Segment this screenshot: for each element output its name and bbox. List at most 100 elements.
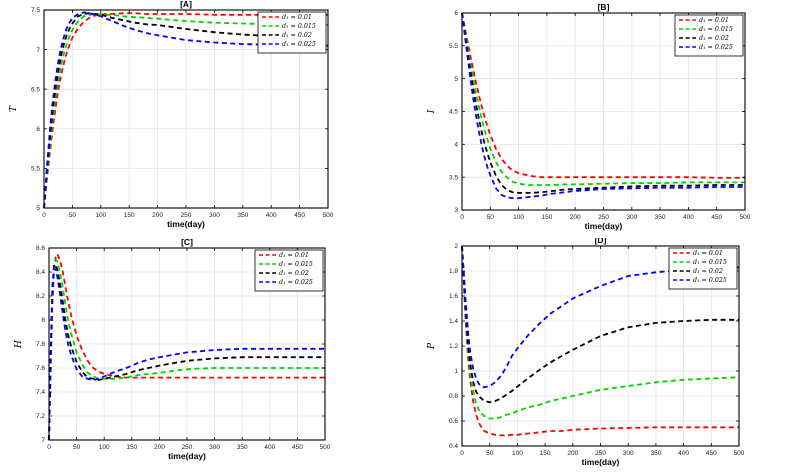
svg-text:350: 350: [237, 444, 248, 451]
legend-entry-label: d₁ = 0.025: [282, 41, 316, 48]
legend-entry-label: d₁ = 0.015: [699, 26, 733, 33]
series-line-0: [461, 245, 739, 437]
svg-text:0.6: 0.6: [449, 418, 458, 425]
series-line-0: [461, 12, 745, 179]
series-line-2: [43, 12, 328, 209]
y-tick-labels: 0.4 0.6 0.8 1 1.2 1.4 1.6 1.8 2: [449, 243, 458, 450]
tick-marks: [461, 245, 740, 447]
subplot-a: 0 50 100 150 200 250 300 350 400 450 500 5 5.5 6 6.5 7 7…: [0, 0, 398, 237]
chart-A: 0 50 100 150 200 250 300 350 400 450 500 5 5.5 6 6.5 7 7…: [9, 0, 334, 229]
svg-text:200: 200: [154, 444, 165, 451]
svg-text:300: 300: [626, 214, 637, 221]
svg-text:500: 500: [323, 212, 334, 219]
svg-text:200: 200: [152, 212, 163, 219]
svg-text:350: 350: [237, 212, 248, 219]
svg-text:100: 100: [99, 444, 110, 451]
svg-text:6: 6: [454, 10, 458, 17]
svg-text:0: 0: [47, 444, 51, 451]
svg-text:7.4: 7.4: [36, 389, 45, 396]
legend: d₁ = 0.01 d₁ = 0.015 d₁ = 0.02 d₁ = 0.025: [668, 247, 738, 290]
legend-entry-label: d₁ = 0.01: [279, 252, 309, 259]
x-axis-label: time(day): [168, 451, 206, 461]
svg-text:150: 150: [540, 450, 551, 457]
legend-box: [674, 14, 744, 57]
chart-title: [C]: [181, 238, 193, 247]
svg-text:400: 400: [266, 212, 277, 219]
legend: d₁ = 0.01 d₁ = 0.015 d₁ = 0.02 d₁ = 0.025: [257, 11, 327, 54]
svg-text:50: 50: [73, 444, 81, 451]
svg-text:7.2: 7.2: [36, 413, 45, 420]
tick-marks: [48, 247, 326, 441]
legend: d₁ = 0.01 d₁ = 0.015 d₁ = 0.02 d₁ = 0.025: [674, 14, 744, 57]
x-tick-labels: 0 50 100 150 200 250 300 350 400 450 500: [460, 214, 751, 221]
svg-text:1.8: 1.8: [449, 268, 458, 275]
chart-title: [A]: [180, 0, 192, 9]
y-axis-label: H: [14, 340, 24, 349]
svg-text:400: 400: [264, 444, 275, 451]
chart-D: 0 50 100 150 200 250 300 350 400 450 500 0.4 0.6 0.8 1…: [427, 238, 745, 467]
x-axis-label: time(day): [582, 457, 620, 467]
svg-text:8.6: 8.6: [36, 245, 45, 252]
y-tick-labels: 5 5.5 6 6.5 7 7.5: [31, 7, 40, 212]
svg-text:50: 50: [69, 212, 77, 219]
svg-text:400: 400: [678, 450, 689, 457]
series-line-3: [461, 12, 745, 200]
y-tick-labels: 3 3.5 4 4.5 5 5.5 6: [449, 10, 458, 214]
series-line-1: [48, 259, 325, 441]
chart-B: 0 50 100 150 200 250 300 350 400 450 500 3 3.5 4 4.5 5 5…: [427, 2, 751, 231]
subplot-b: 0 50 100 150 200 250 300 350 400 450 500 3 3.5 4 4.5 5 5…: [399, 0, 797, 237]
series-line-3: [461, 245, 740, 389]
svg-text:0.8: 0.8: [449, 393, 458, 400]
chart-title: [D]: [595, 238, 607, 245]
legend-entry-label: d₁ = 0.02: [693, 268, 723, 275]
svg-text:1.6: 1.6: [449, 293, 458, 300]
svg-text:450: 450: [292, 444, 303, 451]
svg-text:8.4: 8.4: [36, 269, 45, 276]
legend-entry-label: d₁ = 0.025: [693, 277, 727, 284]
legend-entry-label: d₁ = 0.015: [279, 261, 313, 268]
svg-text:50: 50: [486, 450, 494, 457]
svg-text:5: 5: [454, 76, 458, 83]
svg-text:250: 250: [598, 214, 609, 221]
svg-text:7: 7: [41, 437, 45, 444]
legend: d₁ = 0.01 d₁ = 0.015 d₁ = 0.02 d₁ = 0.025: [254, 249, 324, 292]
svg-text:8.2: 8.2: [36, 293, 45, 300]
svg-text:100: 100: [513, 214, 524, 221]
svg-text:350: 350: [655, 214, 666, 221]
svg-text:0.4: 0.4: [449, 443, 458, 450]
svg-text:300: 300: [623, 450, 634, 457]
svg-text:3.5: 3.5: [449, 174, 458, 181]
x-axis-label: time(day): [585, 221, 623, 231]
legend-entry-label: d₁ = 0.01: [699, 17, 729, 24]
svg-text:0: 0: [460, 214, 464, 221]
legend-entry-label: d₁ = 0.015: [282, 23, 316, 30]
legend-entry-label: d₁ = 0.025: [279, 279, 313, 286]
x-tick-labels: 0 50 100 150 200 250 300 350 400 450 500: [460, 450, 745, 457]
svg-text:150: 150: [124, 212, 135, 219]
svg-text:3: 3: [454, 207, 458, 214]
x-tick-labels: 0 50 100 150 200 250 300 350 400 450 500: [42, 212, 334, 219]
chart-C: 0 50 100 150 200 250 300 350 400 450 500 7 7.2 7.4 7.6…: [14, 238, 331, 461]
tick-marks: [43, 9, 329, 209]
series-line-1: [461, 245, 740, 420]
svg-text:7.6: 7.6: [36, 365, 45, 372]
svg-text:350: 350: [650, 450, 661, 457]
svg-text:200: 200: [567, 450, 578, 457]
legend-entry-label: d₁ = 0.01: [282, 14, 312, 21]
svg-text:100: 100: [512, 450, 523, 457]
svg-text:7.5: 7.5: [31, 7, 40, 14]
svg-text:400: 400: [683, 214, 694, 221]
legend-box: [257, 11, 327, 54]
series-line-2: [48, 263, 325, 441]
legend-entry-label: d₁ = 0.015: [693, 259, 727, 266]
y-axis-label: T: [9, 105, 19, 112]
svg-text:7: 7: [36, 47, 40, 54]
y-tick-labels: 7 7.2 7.4 7.6 7.8 8 8.2 8.4 8.6: [36, 245, 45, 444]
svg-text:2: 2: [454, 243, 458, 250]
svg-text:4: 4: [454, 142, 458, 149]
series-line-1: [461, 12, 745, 186]
svg-text:250: 250: [182, 444, 193, 451]
svg-text:500: 500: [734, 450, 745, 457]
series-line-2: [461, 12, 745, 194]
